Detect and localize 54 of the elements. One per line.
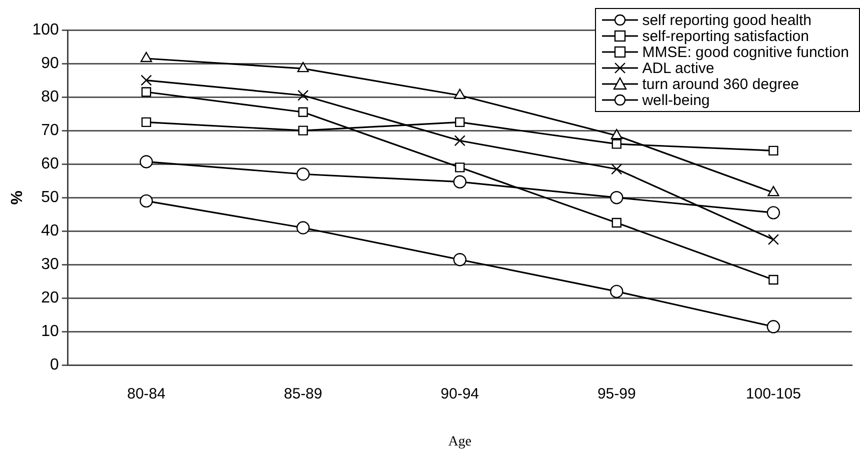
point	[455, 162, 465, 172]
x-tick-label: 80-84	[127, 385, 166, 402]
point	[298, 107, 308, 117]
x-tick-label: 85-89	[284, 385, 322, 402]
x-tick-label: 100-105	[746, 385, 801, 402]
y-tick-label: 90	[41, 54, 59, 72]
point	[611, 164, 622, 175]
y-tick-label: 0	[50, 356, 59, 374]
point	[610, 191, 624, 204]
point	[768, 146, 778, 156]
point	[612, 139, 622, 149]
y-tick-label: 70	[41, 122, 59, 139]
point	[297, 62, 309, 72]
legend-label: ADL active	[642, 60, 714, 76]
x-tick-label: 95-99	[597, 385, 636, 402]
point	[768, 274, 778, 285]
point	[455, 117, 465, 128]
y-tick-label: 60	[41, 155, 59, 172]
point	[140, 194, 153, 208]
y-tick-label: 80	[41, 88, 59, 106]
point	[296, 168, 310, 181]
point	[453, 253, 466, 266]
point	[454, 88, 466, 99]
point	[454, 135, 466, 146]
x-axis-title: Age	[448, 434, 472, 450]
y-tick-label: 100	[32, 21, 59, 38]
legend-label: self-reporting satisfaction	[642, 28, 809, 44]
point	[298, 126, 308, 136]
legend-label: self reporting good health	[642, 12, 812, 28]
point	[610, 128, 622, 140]
legend-label: MMSE: good cognitive function	[642, 44, 849, 60]
point	[141, 117, 152, 128]
point	[610, 284, 624, 298]
point	[766, 320, 780, 334]
point	[453, 175, 466, 188]
point	[140, 155, 153, 168]
point	[140, 74, 152, 86]
y-tick-label: 50	[41, 189, 59, 206]
y-tick-label: 30	[41, 256, 59, 274]
point	[296, 221, 310, 234]
y-tick-label: 20	[41, 290, 59, 307]
y-tick-label: 40	[41, 222, 59, 240]
point	[141, 87, 152, 97]
point	[298, 90, 309, 101]
point	[766, 206, 780, 220]
legend-label: turn around 360 degree	[642, 76, 800, 92]
x-tick-label: 90-94	[440, 385, 480, 402]
y-tick-label: 10	[41, 323, 59, 340]
legend-label: well-being	[642, 92, 710, 108]
point	[140, 52, 152, 62]
point	[768, 234, 779, 246]
point	[612, 218, 622, 228]
y-axis-title: %	[9, 190, 26, 205]
point	[768, 186, 780, 196]
